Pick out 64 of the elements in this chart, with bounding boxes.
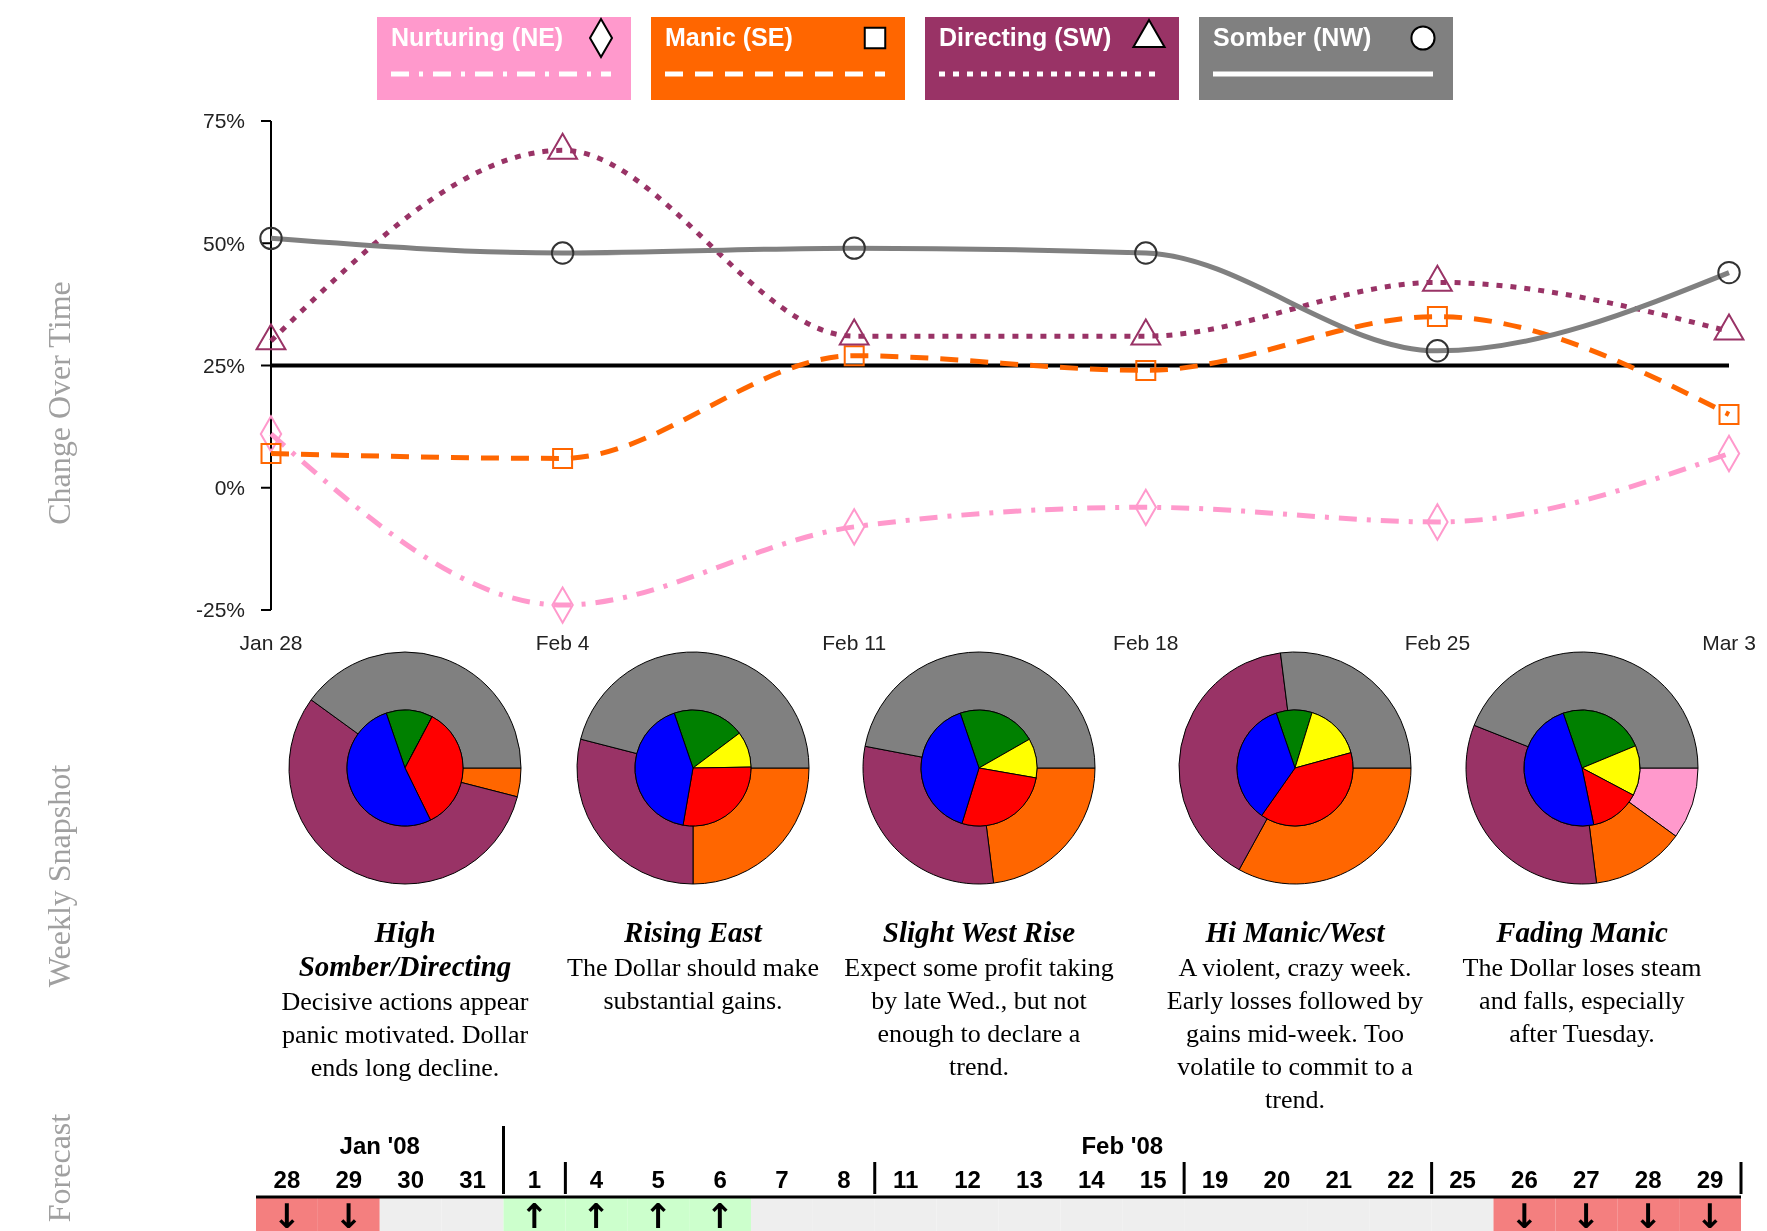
- category-label: 31: [459, 1166, 486, 1193]
- text: Slight West Rise: [882, 916, 1076, 948]
- category-label: 28: [273, 1166, 301, 1193]
- category-label: 22: [1387, 1166, 1415, 1193]
- text: Feb '08: [1081, 1132, 1164, 1159]
- category-label: 14: [1077, 1166, 1106, 1193]
- text: ↑: [705, 1195, 735, 1231]
- category-label: 30: [397, 1166, 425, 1193]
- text: Fading Manic: [1495, 916, 1668, 948]
- text: Weekly Snapshot: [41, 764, 77, 988]
- text: Directing (SW): [939, 23, 1112, 51]
- category-label: 25: [1449, 1166, 1476, 1193]
- category-label: 13: [1016, 1166, 1043, 1193]
- category-label: 19: [1201, 1166, 1229, 1193]
- x-tick-label: Feb 18: [1113, 631, 1179, 654]
- category-label: 21: [1325, 1166, 1353, 1193]
- y-axis-title: Change Over Time: [41, 281, 77, 525]
- category-label: 8: [837, 1166, 851, 1193]
- category-label: 29: [335, 1166, 363, 1193]
- y-tick-label: 0%: [214, 476, 245, 500]
- category-label: 7: [775, 1166, 789, 1193]
- y-tick-label: 25%: [202, 353, 245, 377]
- category-label: 29: [1696, 1166, 1724, 1193]
- text: Rising East: [623, 916, 763, 948]
- text: Jan '08: [339, 1132, 420, 1159]
- category-label: 15: [1139, 1166, 1167, 1193]
- text: Forecast: [41, 1113, 77, 1223]
- y-tick-label: 50%: [202, 231, 245, 255]
- category-label: 4: [589, 1166, 604, 1193]
- text: High Somber/Directing: [298, 916, 512, 982]
- text: Expect some profit taking by late Wed., but not enough to declare a trend.: [844, 953, 1114, 1081]
- x-tick-label: Mar 3: [1702, 631, 1756, 654]
- text: ↓: [1572, 1195, 1601, 1231]
- text: ↓: [1633, 1195, 1663, 1231]
- category-label: 1: [527, 1166, 542, 1193]
- x-tick-label: Jan 28: [239, 631, 303, 654]
- category-label: 11: [893, 1166, 919, 1193]
- text: Hi Manic/West: [1204, 916, 1386, 948]
- category-label: 5: [651, 1166, 665, 1193]
- category-label: 27: [1572, 1166, 1600, 1193]
- x-tick-label: Feb 4: [535, 631, 590, 654]
- text: Nurturing (NE): [391, 23, 564, 51]
- text: ↑: [643, 1195, 673, 1231]
- text: A violent, crazy week. Early losses followed by gains mid-week. Too volatile to commit to a trend.: [1166, 953, 1424, 1114]
- text: The Dollar loses steam and falls, especially after Tuesday.: [1462, 953, 1702, 1048]
- category-label: 12: [954, 1166, 981, 1193]
- category-label: 28: [1634, 1166, 1662, 1193]
- text: ↓: [334, 1195, 364, 1231]
- x-tick-label: Feb 11: [822, 631, 887, 654]
- text: ↑: [520, 1195, 549, 1231]
- category-label: 20: [1263, 1166, 1291, 1193]
- text: ↓: [1695, 1195, 1725, 1231]
- text: Somber (NW): [1213, 23, 1372, 51]
- text: The Dollar should make substantial gains.: [567, 953, 819, 1015]
- text: Decisive actions appear panic motivated. Dollar ends long decline.: [281, 987, 529, 1082]
- category-label: 6: [713, 1166, 727, 1193]
- text: ↓: [272, 1195, 302, 1231]
- y-tick-label: 75%: [202, 109, 245, 133]
- y-tick-label: -25%: [195, 598, 245, 622]
- text: ↑: [582, 1195, 611, 1231]
- category-label: 26: [1511, 1166, 1538, 1193]
- text: Manic (SE): [665, 23, 793, 51]
- text: ↓: [1510, 1195, 1539, 1231]
- x-tick-label: Feb 25: [1404, 631, 1471, 654]
